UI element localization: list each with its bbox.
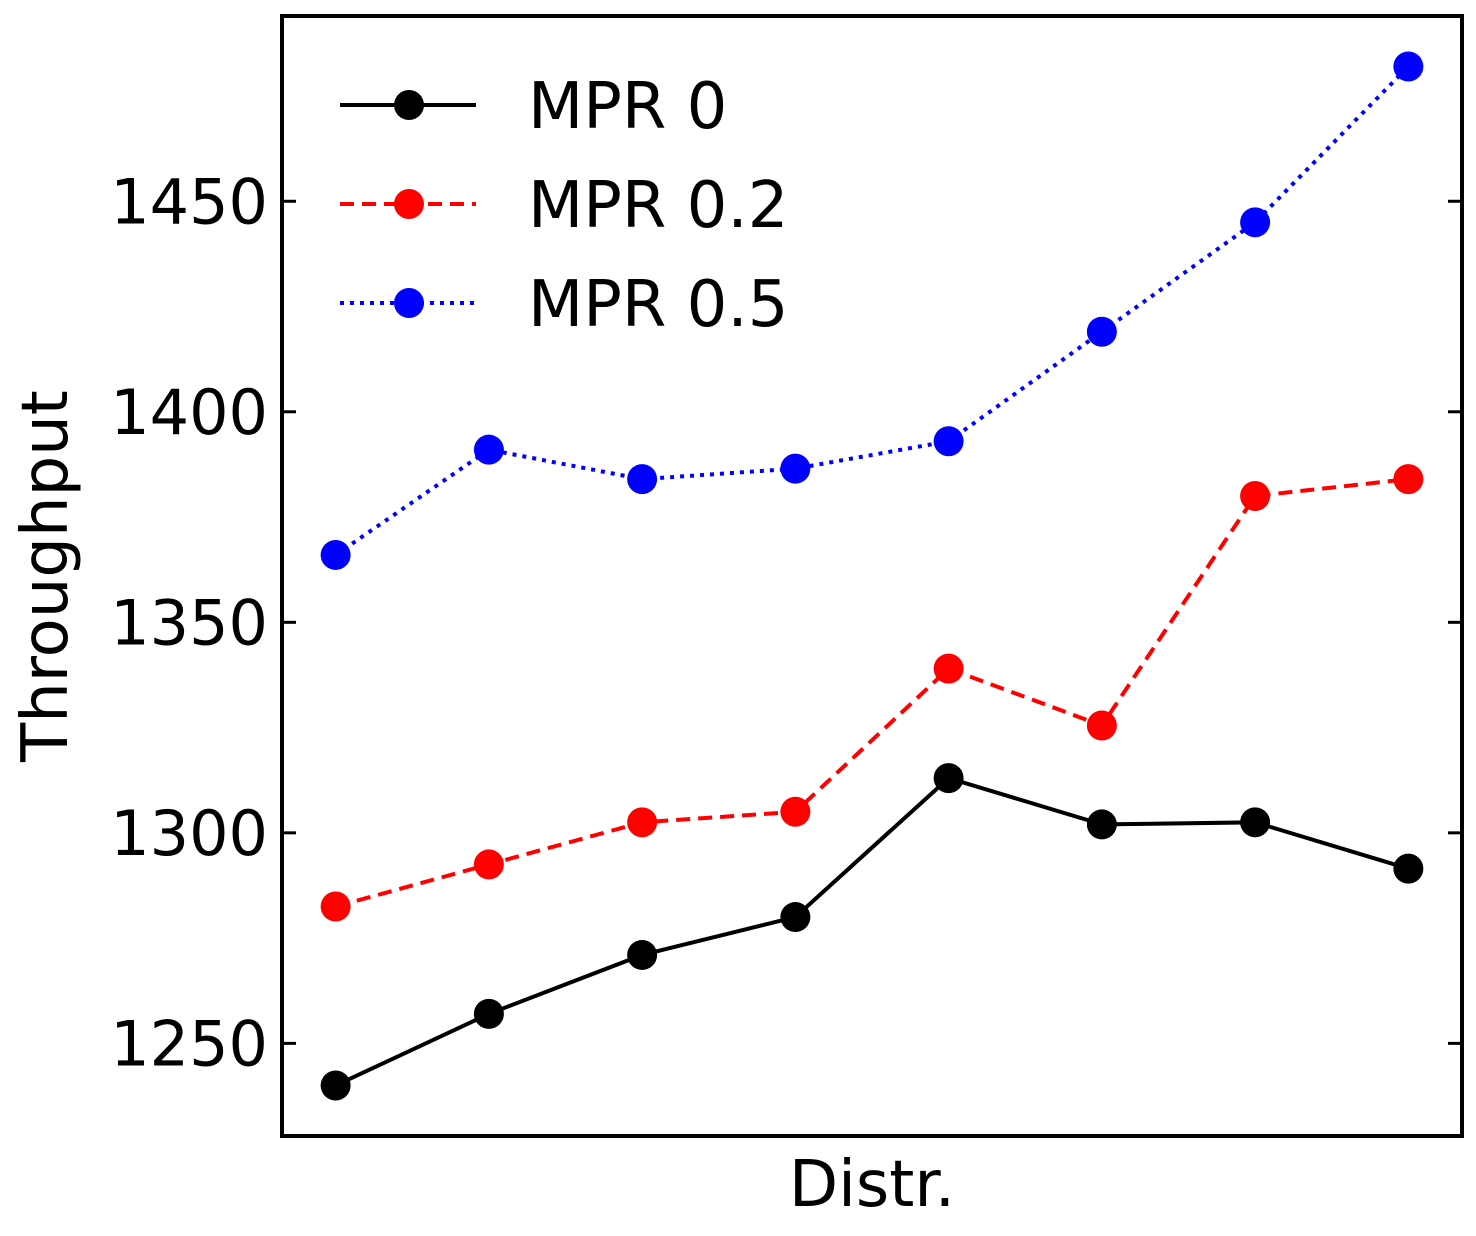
data-point <box>1086 809 1117 840</box>
series-mpr-0-2 <box>320 464 1424 922</box>
y-tick-label: 1300 <box>110 797 268 870</box>
legend: MPR 0 MPR 0.2 MPR 0.5 <box>340 70 788 342</box>
series-line-mpr-0-5 <box>334 65 1410 557</box>
data-point <box>320 539 351 570</box>
data-point <box>933 653 964 684</box>
legend-item-mpr-0: MPR 0 <box>340 70 727 144</box>
data-point <box>780 902 811 933</box>
data-point <box>473 434 504 465</box>
data-point <box>320 891 351 922</box>
data-point <box>780 453 811 484</box>
data-point <box>627 939 658 970</box>
y-tick-label: 1250 <box>110 1007 268 1080</box>
series-line-mpr-0-2 <box>335 477 1409 909</box>
data-point <box>1086 316 1117 347</box>
data-point <box>1240 207 1271 238</box>
data-point <box>627 807 658 838</box>
legend-marker <box>394 189 424 219</box>
legend-item-mpr-0-5: MPR 0.5 <box>340 268 788 342</box>
data-point <box>933 763 964 794</box>
data-point <box>1240 807 1271 838</box>
series-mpr-0 <box>320 763 1424 1101</box>
y-axis-ticks: 1250 1300 1350 1400 1450 <box>110 165 1462 1080</box>
data-point <box>780 796 811 827</box>
data-point <box>1393 464 1424 495</box>
data-point <box>1240 481 1271 511</box>
y-tick-label: 1400 <box>110 376 268 449</box>
legend-marker <box>394 90 424 120</box>
data-point <box>473 849 504 880</box>
legend-item-mpr-0-2: MPR 0.2 <box>340 169 788 243</box>
plot-frame <box>280 14 1464 1138</box>
data-point <box>1393 853 1424 884</box>
series-mpr-0-5 <box>320 51 1424 570</box>
series-line-mpr-0 <box>334 775 1409 1088</box>
y-tick-label: 1350 <box>110 586 268 659</box>
x-axis-label: Distr. <box>789 1148 955 1222</box>
legend-label: MPR 0 <box>528 70 727 144</box>
data-point <box>627 464 658 495</box>
data-point <box>473 998 504 1029</box>
y-axis-label: Throughput <box>9 390 83 763</box>
data-point <box>933 426 964 457</box>
legend-label: MPR 0.2 <box>528 169 788 243</box>
data-point <box>1393 51 1424 82</box>
legend-marker <box>394 288 424 318</box>
data-point <box>320 1070 351 1101</box>
plot-background <box>282 16 1462 1136</box>
legend-label: MPR 0.5 <box>528 268 788 342</box>
y-tick-label: 1450 <box>110 165 268 238</box>
series-layer <box>320 51 1424 1101</box>
data-point <box>1086 710 1117 741</box>
